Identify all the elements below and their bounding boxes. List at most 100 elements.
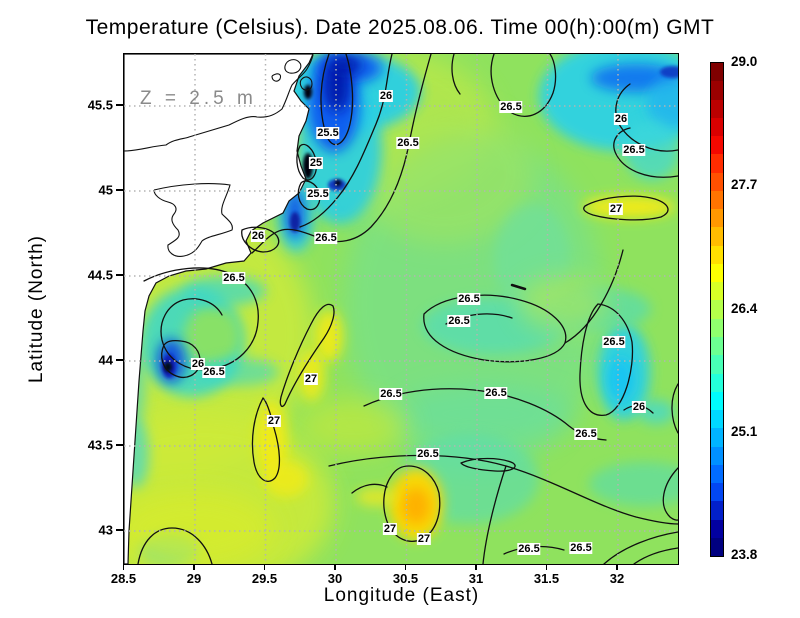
isotherm-contour xyxy=(671,383,678,434)
x-tick-label: 31.5 xyxy=(533,571,560,586)
coastline-detail xyxy=(284,59,302,74)
isotherm-contour xyxy=(351,483,388,494)
y-tick-mark xyxy=(116,444,123,446)
isotherm-contour xyxy=(490,54,557,117)
x-tick-mark xyxy=(404,565,407,570)
colorbar-step xyxy=(711,300,723,319)
coastline-detail xyxy=(153,183,233,257)
x-tick-mark xyxy=(122,565,125,570)
x-tick-mark xyxy=(616,565,618,570)
contour-label: 27 xyxy=(303,373,319,385)
colorbar-tick-label: 23.8 xyxy=(731,547,758,562)
contour-label: 25.5 xyxy=(316,127,340,139)
contour-label: 27 xyxy=(382,523,398,535)
contour-label: 26.5 xyxy=(622,144,646,156)
y-tick-label: 43 xyxy=(98,522,113,538)
plot-title: Temperature (Celsius). Date 2025.08.06. … xyxy=(85,16,715,39)
colorbar-step xyxy=(711,318,723,337)
colorbar-step xyxy=(711,99,723,118)
contour-label: 26.5 xyxy=(499,101,523,113)
contour-label: 26.5 xyxy=(416,448,440,460)
colorbar-step xyxy=(711,63,723,82)
contour-label: 26.5 xyxy=(457,293,481,305)
y-tick-label: 44 xyxy=(98,352,113,368)
x-tick-label: 29.5 xyxy=(251,571,278,586)
contour-label: 26.5 xyxy=(222,272,246,284)
contour-label: 26.5 xyxy=(379,388,403,400)
contour-label: 27 xyxy=(416,533,432,545)
isotherm-contour xyxy=(328,454,678,525)
isotherm-contour xyxy=(297,180,321,211)
x-axis-label: Longitude (East) xyxy=(323,585,480,606)
colorbar-step xyxy=(711,446,723,465)
isotherm-contour xyxy=(299,54,393,228)
y-tick-label: 44.5 xyxy=(87,267,113,283)
y-tick-label: 43.5 xyxy=(87,437,113,453)
y-tick-label: 45.5 xyxy=(87,97,113,113)
colorbar-step xyxy=(711,245,723,264)
colorbar-step xyxy=(711,373,723,392)
isotherm-contour xyxy=(579,303,634,416)
isotherm-contour xyxy=(613,127,678,178)
isotherm-contour xyxy=(510,283,527,291)
depth-annotation: Z = 2.5 m xyxy=(140,88,257,109)
contour-label: 25 xyxy=(308,157,324,169)
isotherm-contour xyxy=(482,465,507,564)
colorbar-step xyxy=(711,336,723,356)
isotherm-contour xyxy=(137,527,213,564)
y-tick-mark xyxy=(116,189,123,191)
land-mass xyxy=(124,54,314,564)
colorbar-step xyxy=(711,117,723,137)
isotherm-contour xyxy=(583,195,669,221)
colorbar-tick-label: 25.1 xyxy=(731,423,758,439)
contour-label: 26 xyxy=(190,358,206,370)
y-tick-mark xyxy=(116,359,123,361)
y-tick-mark xyxy=(116,529,123,531)
contour-label: 26 xyxy=(631,401,647,413)
colorbar-step xyxy=(711,263,723,283)
x-tick-label: 30 xyxy=(327,571,343,586)
x-tick-mark xyxy=(545,565,548,570)
contour-label: 27 xyxy=(608,203,624,215)
isotherm-contour xyxy=(662,467,678,521)
x-tick-mark xyxy=(193,565,195,570)
colorbar-step xyxy=(711,227,723,246)
colorbar-step xyxy=(711,209,723,228)
contour-label: 26.5 xyxy=(574,428,598,440)
isotherm-contour xyxy=(564,249,624,344)
y-tick-label: 45 xyxy=(98,182,113,198)
colorbar-step xyxy=(711,136,723,155)
isotherm-contour xyxy=(279,303,335,408)
coastline-detail xyxy=(124,54,314,152)
x-tick-label: 31 xyxy=(468,571,484,586)
isotherm-contour xyxy=(460,457,516,472)
colorbar-step xyxy=(711,154,723,173)
coastline-detail xyxy=(271,73,282,82)
contour-label: 27 xyxy=(266,415,282,427)
x-tick-label: 29 xyxy=(186,571,202,586)
contour-label: 26.5 xyxy=(314,232,338,244)
colorbar-step xyxy=(711,410,723,429)
isotherm-contour xyxy=(633,547,678,564)
colorbar-step xyxy=(711,537,723,557)
colorbar-tick-label: 27.7 xyxy=(731,177,758,193)
colorbar-step xyxy=(711,355,723,374)
coastline-detail xyxy=(299,76,313,91)
isotherm-contour xyxy=(603,531,678,564)
contour-label: 25.5 xyxy=(306,188,330,200)
temperature-field-map xyxy=(124,54,678,564)
contour-label: 26.5 xyxy=(447,315,471,327)
colorbar-step xyxy=(711,519,723,538)
contour-label: 26 xyxy=(250,230,266,242)
isotherm-contour xyxy=(383,465,441,542)
isotherm-contour xyxy=(296,143,317,181)
contour-label: 26.5 xyxy=(569,542,593,554)
colorbar-tick-label: 26.4 xyxy=(731,300,758,316)
contour-label: 26 xyxy=(378,90,394,102)
colorbar-step xyxy=(711,172,723,191)
y-axis-label: Latitude (North) xyxy=(26,235,47,384)
colorbar-step xyxy=(711,483,723,502)
y-tick-mark xyxy=(116,104,123,106)
contour-label: 26.5 xyxy=(602,336,626,348)
